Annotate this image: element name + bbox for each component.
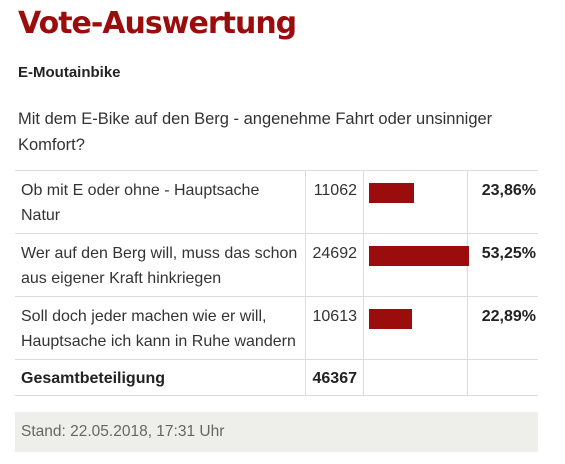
total-count: 46367 bbox=[306, 360, 364, 395]
option-bar-cell bbox=[364, 297, 468, 359]
option-percent: 22,89% bbox=[481, 308, 536, 325]
poll-topic: E-Moutainbike bbox=[18, 64, 121, 81]
option-bar bbox=[369, 246, 469, 266]
results-table: Ob mit E oder ohne - Hauptsache Natur 11… bbox=[15, 170, 538, 396]
total-label: Gesamtbeteiligung bbox=[15, 360, 306, 395]
option-percent: 53,25% bbox=[481, 245, 536, 262]
result-row: Wer auf den Berg will, muss das schon au… bbox=[15, 234, 538, 297]
total-empty-pct bbox=[468, 360, 538, 395]
option-bar-cell bbox=[364, 234, 469, 296]
page-title: Vote-Auswertung bbox=[18, 6, 297, 41]
result-row: Soll doch jeder machen wie er will, Haup… bbox=[15, 297, 538, 360]
option-bar bbox=[369, 183, 414, 203]
timestamp-footer: Stand: 22.05.2018, 17:31 Uhr bbox=[15, 412, 538, 452]
option-percent: 23,86% bbox=[481, 182, 536, 199]
total-empty-cell bbox=[364, 360, 468, 395]
result-row: Ob mit E oder ohne - Hauptsache Natur 11… bbox=[15, 171, 538, 234]
option-count: 10613 bbox=[306, 297, 364, 359]
option-bar bbox=[369, 309, 412, 329]
option-label: Ob mit E oder ohne - Hauptsache Natur bbox=[15, 171, 306, 233]
option-count: 24692 bbox=[306, 234, 364, 296]
option-count: 11062 bbox=[306, 171, 364, 233]
poll-question: Mit dem E-Bike auf den Berg - angenehme … bbox=[18, 110, 493, 154]
total-row: Gesamtbeteiligung 46367 bbox=[15, 360, 538, 396]
option-bar-cell bbox=[364, 171, 468, 233]
option-label: Wer auf den Berg will, muss das schon au… bbox=[15, 234, 306, 296]
option-label: Soll doch jeder machen wie er will, Haup… bbox=[15, 297, 306, 359]
